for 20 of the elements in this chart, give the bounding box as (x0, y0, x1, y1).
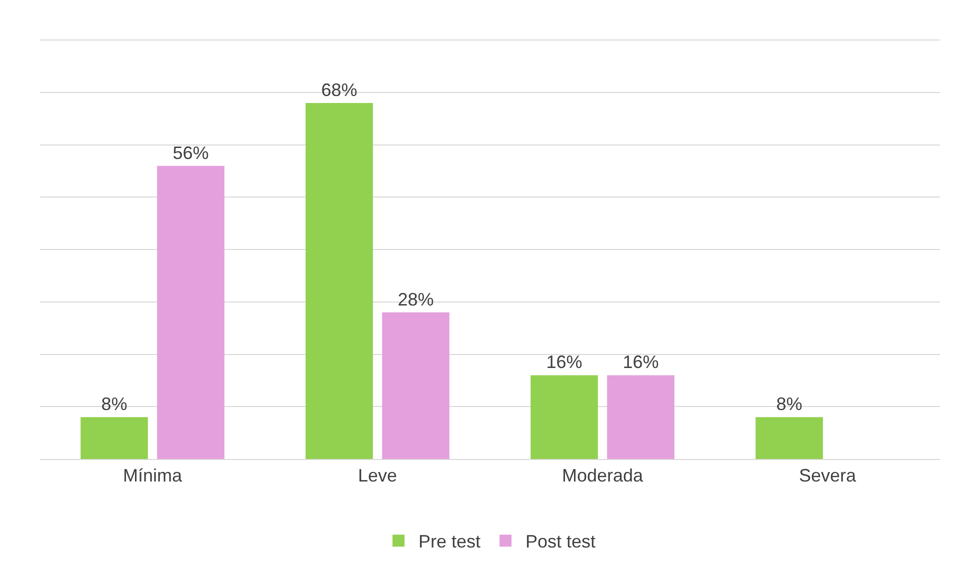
data-label: 68% (321, 80, 358, 100)
data-label: 8% (776, 394, 802, 414)
data-label: 16% (546, 352, 582, 372)
legend-label: Pre test (418, 532, 481, 552)
legend-label: Post test (526, 532, 596, 552)
bar (157, 166, 224, 459)
data-label: 8% (101, 394, 128, 414)
bar (607, 375, 674, 459)
x-tick-label: Moderada (562, 466, 644, 486)
data-label: 16% (622, 352, 659, 372)
x-tick-label: Leve (358, 466, 398, 486)
data-label: 56% (172, 142, 209, 163)
bar (530, 375, 598, 459)
bar (756, 417, 823, 459)
data-label: 28% (398, 289, 434, 310)
x-tick-label: Severa (798, 466, 857, 486)
bar (80, 417, 148, 459)
bar (382, 312, 450, 459)
x-tick-label: Mínima (122, 466, 183, 486)
bar (306, 103, 373, 459)
